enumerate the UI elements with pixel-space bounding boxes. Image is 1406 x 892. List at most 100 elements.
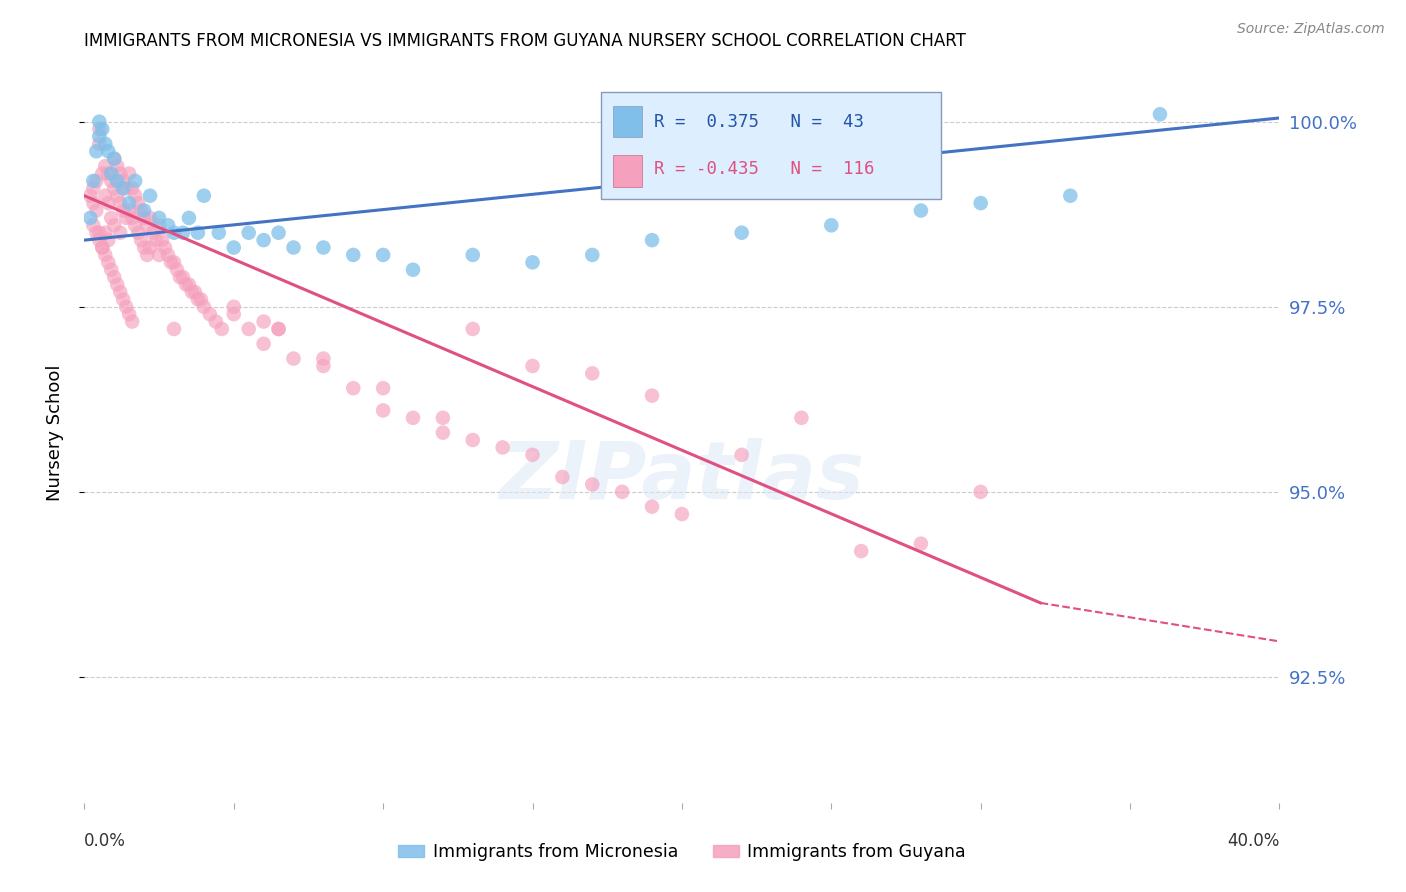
Point <box>150 233 173 247</box>
Point <box>187 293 209 307</box>
Point <box>89 129 111 144</box>
Point <box>79 188 101 202</box>
Point <box>373 403 395 417</box>
Point <box>174 277 197 292</box>
Point <box>148 219 170 233</box>
Point <box>522 359 544 373</box>
Point <box>121 211 143 225</box>
Point <box>222 300 245 314</box>
Text: 0.0%: 0.0% <box>84 832 127 850</box>
Point <box>267 322 290 336</box>
Point <box>190 293 212 307</box>
Point <box>105 188 128 202</box>
Point <box>172 270 194 285</box>
Point <box>110 226 132 240</box>
Point <box>342 248 364 262</box>
Point <box>312 351 335 366</box>
Point <box>110 167 132 181</box>
Point <box>160 255 183 269</box>
Point <box>139 211 162 225</box>
Point <box>970 196 993 211</box>
Point <box>124 174 146 188</box>
Point <box>89 122 111 136</box>
Point <box>103 152 125 166</box>
Point <box>461 433 484 447</box>
Point <box>142 226 165 240</box>
Point <box>312 359 335 373</box>
Point <box>100 174 122 188</box>
Point <box>522 448 544 462</box>
Point <box>105 174 128 188</box>
Text: ZIPatlas: ZIPatlas <box>499 438 865 516</box>
Point <box>103 270 125 285</box>
Point <box>181 285 204 299</box>
Point <box>112 174 135 188</box>
Point <box>118 203 141 218</box>
Point <box>97 145 120 159</box>
Text: Source: ZipAtlas.com: Source: ZipAtlas.com <box>1237 22 1385 37</box>
Point <box>89 136 111 151</box>
Point <box>641 233 664 247</box>
Point <box>94 159 117 173</box>
Point <box>136 219 159 233</box>
Point <box>461 248 484 262</box>
Point <box>342 381 364 395</box>
Point <box>145 233 167 247</box>
Point <box>193 300 215 314</box>
Point <box>222 241 245 255</box>
Point <box>910 203 932 218</box>
Point <box>461 322 484 336</box>
Point <box>402 262 425 277</box>
Point <box>94 136 117 151</box>
Point <box>94 226 117 240</box>
Point <box>148 248 170 262</box>
Point <box>163 226 186 240</box>
Point <box>163 255 186 269</box>
Point <box>198 307 221 321</box>
Point <box>100 167 122 181</box>
Point <box>402 410 425 425</box>
Point <box>851 544 873 558</box>
Y-axis label: Nursery School: Nursery School <box>45 364 63 501</box>
Point <box>222 307 245 321</box>
Point <box>115 211 138 225</box>
Bar <box>613 155 643 186</box>
Point <box>139 241 162 255</box>
Point <box>253 336 276 351</box>
Point <box>373 248 395 262</box>
Point <box>253 315 276 329</box>
Point <box>238 322 260 336</box>
Point <box>208 226 231 240</box>
Point <box>169 270 191 285</box>
Point <box>492 441 515 455</box>
Point <box>118 196 141 211</box>
Point <box>177 277 200 292</box>
Point <box>94 188 117 202</box>
Bar <box>600 92 941 200</box>
Point <box>121 315 143 329</box>
Point <box>89 233 111 247</box>
Point <box>312 241 335 255</box>
Point <box>86 145 108 159</box>
Point <box>91 167 114 181</box>
Point <box>91 241 114 255</box>
Point <box>671 507 693 521</box>
Point <box>187 226 209 240</box>
Point <box>127 226 149 240</box>
Point <box>731 226 754 240</box>
Point <box>79 211 101 225</box>
Point <box>581 477 603 491</box>
Point <box>86 226 108 240</box>
Point <box>124 219 146 233</box>
Point <box>105 159 128 173</box>
Point <box>112 293 135 307</box>
Point <box>283 241 305 255</box>
Point <box>91 241 114 255</box>
Point <box>163 322 186 336</box>
Point <box>115 300 138 314</box>
Point <box>153 241 176 255</box>
Point <box>522 255 544 269</box>
Point <box>157 248 180 262</box>
Point <box>267 322 290 336</box>
Point <box>103 181 125 195</box>
